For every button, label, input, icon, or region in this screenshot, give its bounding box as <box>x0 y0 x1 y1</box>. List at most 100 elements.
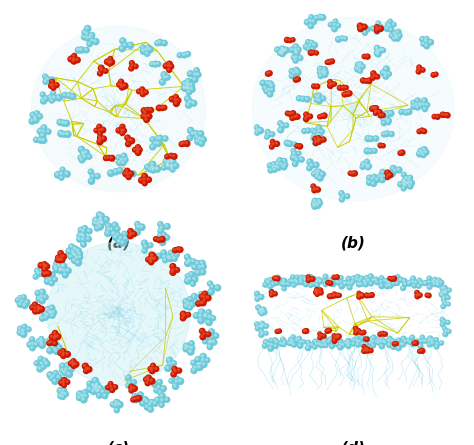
Circle shape <box>190 273 192 275</box>
Circle shape <box>43 315 48 320</box>
Circle shape <box>165 236 167 238</box>
Circle shape <box>183 82 185 84</box>
Circle shape <box>196 358 198 360</box>
Circle shape <box>140 92 146 97</box>
Circle shape <box>312 85 314 86</box>
Circle shape <box>366 55 368 57</box>
Circle shape <box>274 277 280 283</box>
Circle shape <box>179 248 181 250</box>
Circle shape <box>317 96 319 98</box>
Circle shape <box>274 164 278 169</box>
Circle shape <box>109 384 114 390</box>
Circle shape <box>395 342 399 345</box>
Circle shape <box>350 171 355 176</box>
Circle shape <box>42 130 44 132</box>
Circle shape <box>255 322 259 326</box>
Circle shape <box>314 142 316 143</box>
Circle shape <box>42 267 47 272</box>
Circle shape <box>203 340 205 342</box>
Circle shape <box>87 41 92 47</box>
Circle shape <box>151 257 153 259</box>
Circle shape <box>136 222 137 224</box>
Circle shape <box>43 267 45 270</box>
Circle shape <box>46 307 48 310</box>
Circle shape <box>120 131 125 135</box>
Circle shape <box>409 281 410 283</box>
Circle shape <box>442 298 444 299</box>
Circle shape <box>292 156 293 158</box>
Circle shape <box>435 114 440 119</box>
Circle shape <box>384 72 386 74</box>
Circle shape <box>345 341 347 344</box>
Circle shape <box>59 251 61 254</box>
Circle shape <box>435 345 437 347</box>
Circle shape <box>174 250 176 252</box>
Circle shape <box>97 224 103 230</box>
Circle shape <box>261 325 262 327</box>
Circle shape <box>297 97 299 98</box>
Circle shape <box>79 228 81 230</box>
Circle shape <box>175 253 177 255</box>
Circle shape <box>144 399 150 405</box>
Circle shape <box>44 316 46 318</box>
Circle shape <box>283 279 284 281</box>
Circle shape <box>60 391 66 396</box>
Circle shape <box>64 352 71 357</box>
Circle shape <box>317 291 319 293</box>
Circle shape <box>315 342 319 346</box>
Circle shape <box>50 335 52 337</box>
Circle shape <box>380 344 382 347</box>
Circle shape <box>404 176 410 181</box>
Circle shape <box>62 383 66 388</box>
Circle shape <box>386 118 391 123</box>
Circle shape <box>279 49 284 54</box>
Circle shape <box>273 276 277 280</box>
Circle shape <box>343 93 345 95</box>
Circle shape <box>130 63 135 68</box>
Circle shape <box>341 343 346 347</box>
Circle shape <box>30 338 32 340</box>
Circle shape <box>93 222 96 224</box>
Circle shape <box>332 280 333 282</box>
Circle shape <box>374 278 376 280</box>
Circle shape <box>257 325 259 327</box>
Circle shape <box>143 110 148 116</box>
Circle shape <box>432 73 434 75</box>
Circle shape <box>424 150 427 153</box>
Circle shape <box>313 93 319 98</box>
Circle shape <box>364 148 370 154</box>
Circle shape <box>443 301 445 302</box>
Circle shape <box>336 294 337 295</box>
Circle shape <box>362 162 364 165</box>
Circle shape <box>351 172 353 174</box>
Circle shape <box>357 64 363 70</box>
Circle shape <box>364 347 368 351</box>
Circle shape <box>401 287 403 288</box>
Circle shape <box>212 340 214 343</box>
Circle shape <box>179 379 181 381</box>
Circle shape <box>134 64 138 69</box>
Circle shape <box>187 346 189 348</box>
Circle shape <box>321 71 323 73</box>
Circle shape <box>329 338 331 340</box>
Circle shape <box>370 75 375 80</box>
Circle shape <box>60 368 65 373</box>
Circle shape <box>424 340 426 341</box>
Circle shape <box>135 230 137 233</box>
Circle shape <box>356 279 357 280</box>
Circle shape <box>191 294 198 300</box>
Circle shape <box>259 308 263 312</box>
Circle shape <box>428 285 430 287</box>
Circle shape <box>65 268 71 274</box>
Circle shape <box>387 281 392 286</box>
Circle shape <box>388 110 394 116</box>
Circle shape <box>193 299 199 304</box>
Circle shape <box>147 379 149 380</box>
Circle shape <box>195 69 197 71</box>
Circle shape <box>71 360 76 366</box>
Circle shape <box>423 150 429 155</box>
Circle shape <box>430 338 435 343</box>
Text: (b): (b) <box>341 235 365 251</box>
Circle shape <box>126 174 131 180</box>
Circle shape <box>60 363 65 369</box>
